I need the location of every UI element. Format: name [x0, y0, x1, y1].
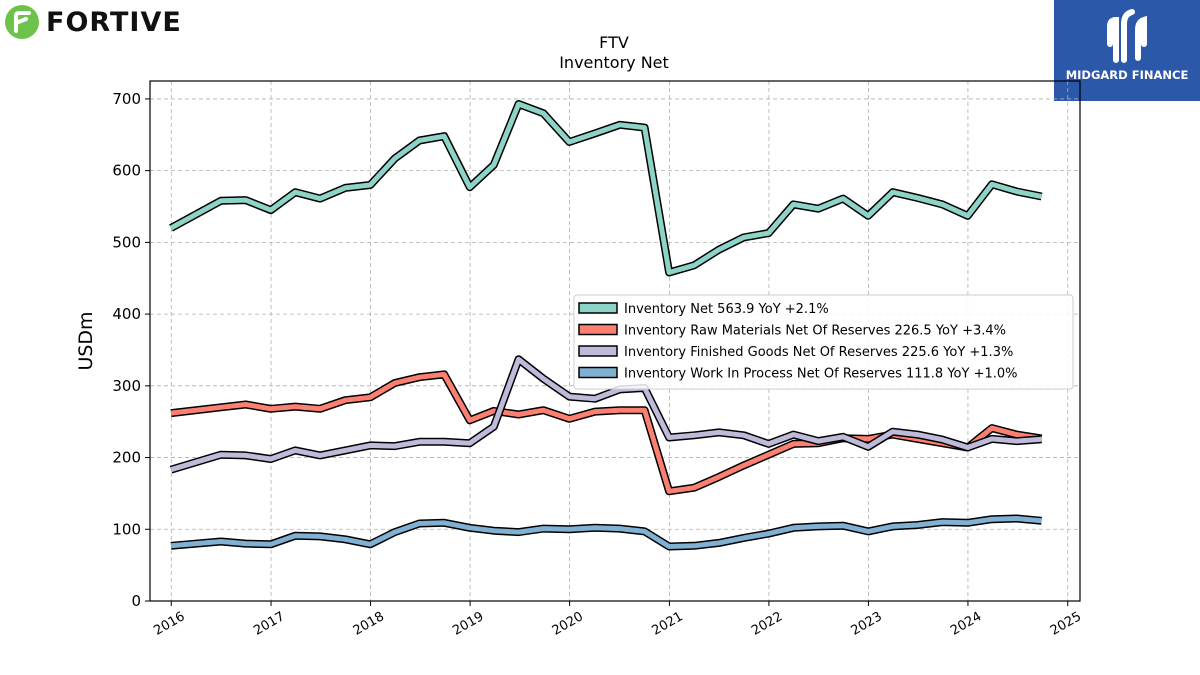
x-tick-label: 2020 — [550, 609, 586, 639]
x-tick-label: 2018 — [351, 609, 387, 639]
y-axis: 0 100 200 300 400 500 600 700 — [112, 90, 150, 610]
y-tick-label: 700 — [112, 90, 141, 108]
fortive-logo-mark-icon — [5, 5, 39, 39]
y-tick-label: 600 — [112, 162, 141, 180]
legend-label: Inventory Finished Goods Net Of Reserves… — [624, 345, 1013, 360]
x-axis: 2016 2017 2018 2019 2020 2021 2022 2023 2024 2025 — [151, 601, 1084, 639]
legend-swatch — [578, 366, 618, 379]
legend-swatch — [578, 323, 618, 336]
y-axis-label: USDm — [75, 311, 97, 370]
legend-label: Inventory Work In Process Net Of Reserve… — [624, 367, 1018, 382]
x-tick-label: 2016 — [151, 609, 187, 639]
x-tick-label: 2019 — [450, 609, 486, 639]
x-tick-label: 2023 — [849, 609, 885, 639]
series-line-outline-4 — [170, 514, 1042, 551]
midgard-finance-badge: MIDGARD FINANCE — [1054, 0, 1200, 101]
fortive-logo: FORTIVE — [4, 4, 182, 40]
y-tick-label: 500 — [112, 233, 141, 251]
y-tick-label: 100 — [112, 520, 141, 538]
series-line-4 — [170, 516, 1042, 549]
fortive-wordmark: FORTIVE — [46, 6, 182, 38]
x-tick-label: 2017 — [251, 609, 287, 639]
legend: Inventory Net 563.9 YoY +2.1% Inventory R… — [573, 294, 1074, 390]
legend-swatch — [578, 302, 618, 314]
y-tick-label: 300 — [112, 377, 141, 395]
legend-swatch — [578, 345, 618, 357]
chart-title: FTV — [599, 33, 629, 52]
plot-frame — [149, 80, 1081, 602]
y-tick-label: 0 — [131, 592, 141, 610]
legend-box — [573, 294, 1074, 390]
midgard-logo-mark-icon — [1107, 9, 1147, 63]
series-line-1 — [169, 101, 1043, 275]
x-tick-label: 2022 — [749, 609, 785, 639]
legend-label: Inventory Raw Materials Net Of Reserves … — [624, 324, 1006, 339]
legend-label: Inventory Net 563.9 YoY +2.1% — [624, 302, 829, 317]
midgard-wordmark: MIDGARD FINANCE — [1065, 68, 1189, 82]
y-tick-label: 200 — [112, 449, 141, 467]
chart-subtitle: Inventory Net — [559, 53, 669, 72]
x-tick-label: 2025 — [1048, 609, 1084, 639]
x-tick-label: 2021 — [650, 609, 686, 639]
y-tick-label: 400 — [112, 305, 141, 323]
x-tick-label: 2024 — [948, 609, 984, 639]
